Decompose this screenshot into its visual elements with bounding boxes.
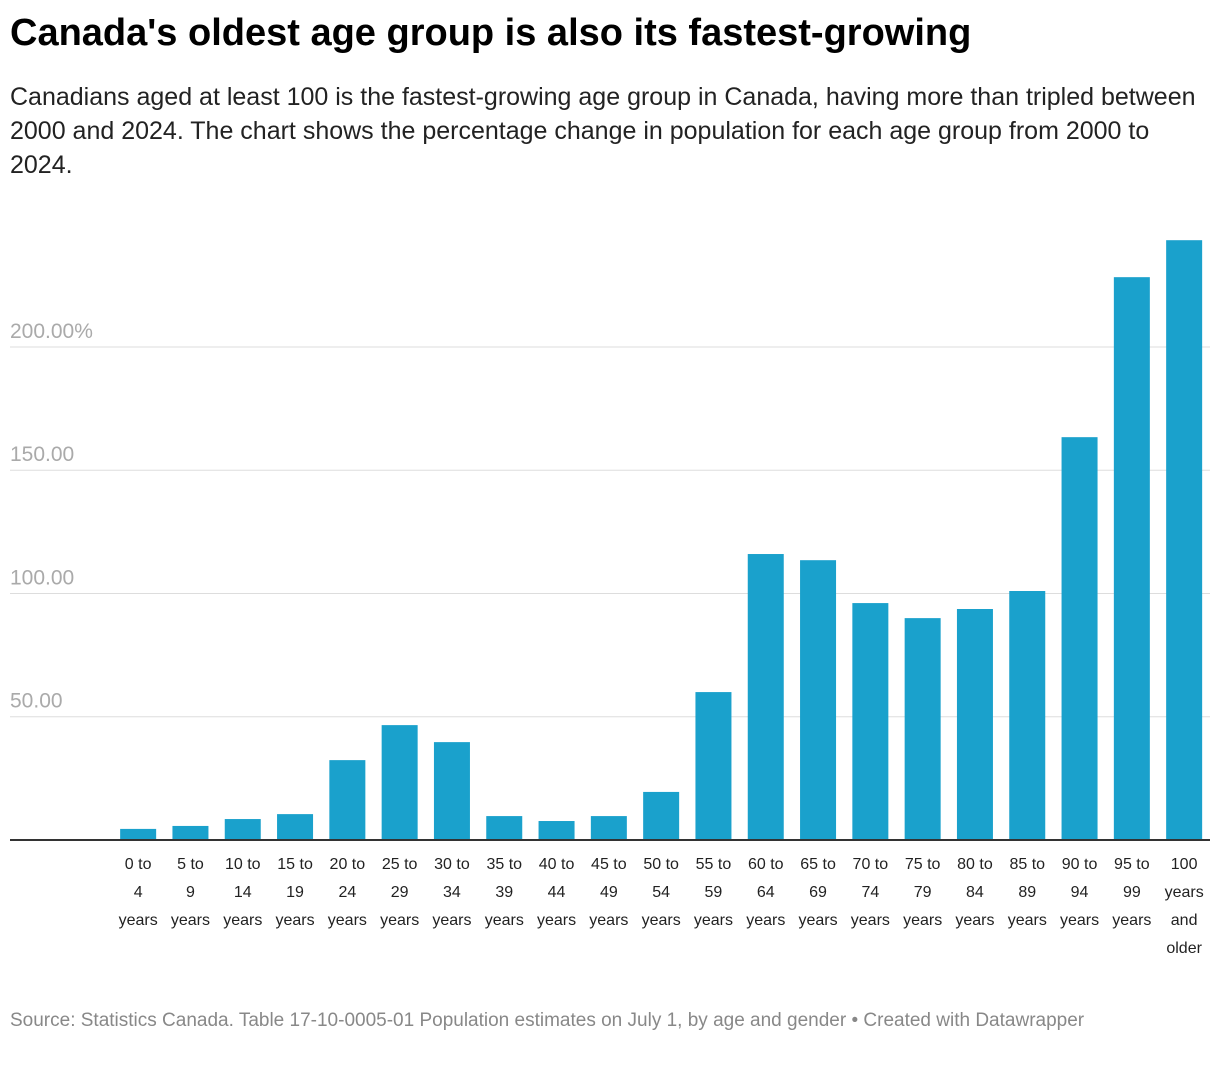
- y-tick-label: 150.00: [10, 443, 74, 466]
- x-tick-label: 20 to 24 years: [327, 856, 367, 929]
- bar: [747, 554, 784, 840]
- x-tick-label: 40 to 44 years: [536, 856, 577, 929]
- bar: [486, 816, 523, 840]
- x-tick-label: 35 to 39 years: [484, 856, 524, 929]
- bar: [1009, 591, 1046, 840]
- bar: [1166, 240, 1203, 840]
- x-tick-label: 90 to 94 years: [1059, 856, 1100, 929]
- y-tick-label: 50.00: [10, 690, 63, 713]
- x-tick-label: 75 to 79 years: [903, 856, 943, 929]
- chart-title: Canada's oldest age group is also its fa…: [10, 12, 972, 54]
- bar: [852, 603, 889, 840]
- bar: [956, 609, 993, 840]
- y-tick-label: 200.00%: [10, 320, 93, 343]
- x-tick-label: 55 to 59 years: [693, 856, 733, 929]
- x-tick-label: 0 to 4 years: [118, 856, 158, 929]
- bar: [1061, 437, 1098, 840]
- bar: [433, 742, 470, 840]
- x-tick-label: 10 to 14 years: [223, 856, 263, 929]
- x-tick-label: 70 to 74 years: [850, 856, 890, 929]
- bar: [224, 819, 261, 840]
- x-tick-label: 5 to 9 years: [170, 856, 210, 929]
- bar: [277, 814, 314, 840]
- bar: [1113, 277, 1150, 840]
- x-tick-label: 50 to 54 years: [641, 856, 681, 929]
- bar: [590, 816, 627, 840]
- source-note: Source: Statistics Canada. Table 17-10-0…: [10, 1010, 1085, 1031]
- y-tick-label: 100.00: [10, 566, 74, 589]
- bar: [643, 791, 680, 840]
- x-tick-label: 95 to 99 years: [1112, 856, 1152, 929]
- x-tick-label: 85 to 89 years: [1007, 856, 1047, 929]
- x-tick-label: 60 to 64 years: [746, 856, 786, 929]
- bar: [904, 618, 941, 840]
- x-tick-label: 80 to 84 years: [955, 856, 995, 929]
- bar: [800, 560, 837, 840]
- x-tick-label: 15 to 19 years: [275, 856, 315, 929]
- bar: [695, 692, 732, 840]
- bar: [329, 760, 366, 840]
- x-tick-label: 45 to 49 years: [589, 856, 629, 929]
- bar: [381, 725, 418, 840]
- bar: [538, 821, 575, 840]
- bar: [120, 828, 157, 840]
- x-tick-label: 100 years and older: [1164, 856, 1204, 957]
- x-tick-label: 30 to 34 years: [432, 856, 472, 929]
- chart-subtitle: Canadians aged at least 100 is the faste…: [10, 83, 1196, 179]
- bar: [172, 825, 209, 840]
- x-tick-label: 25 to 29 years: [380, 856, 420, 929]
- x-tick-label: 65 to 69 years: [798, 856, 838, 929]
